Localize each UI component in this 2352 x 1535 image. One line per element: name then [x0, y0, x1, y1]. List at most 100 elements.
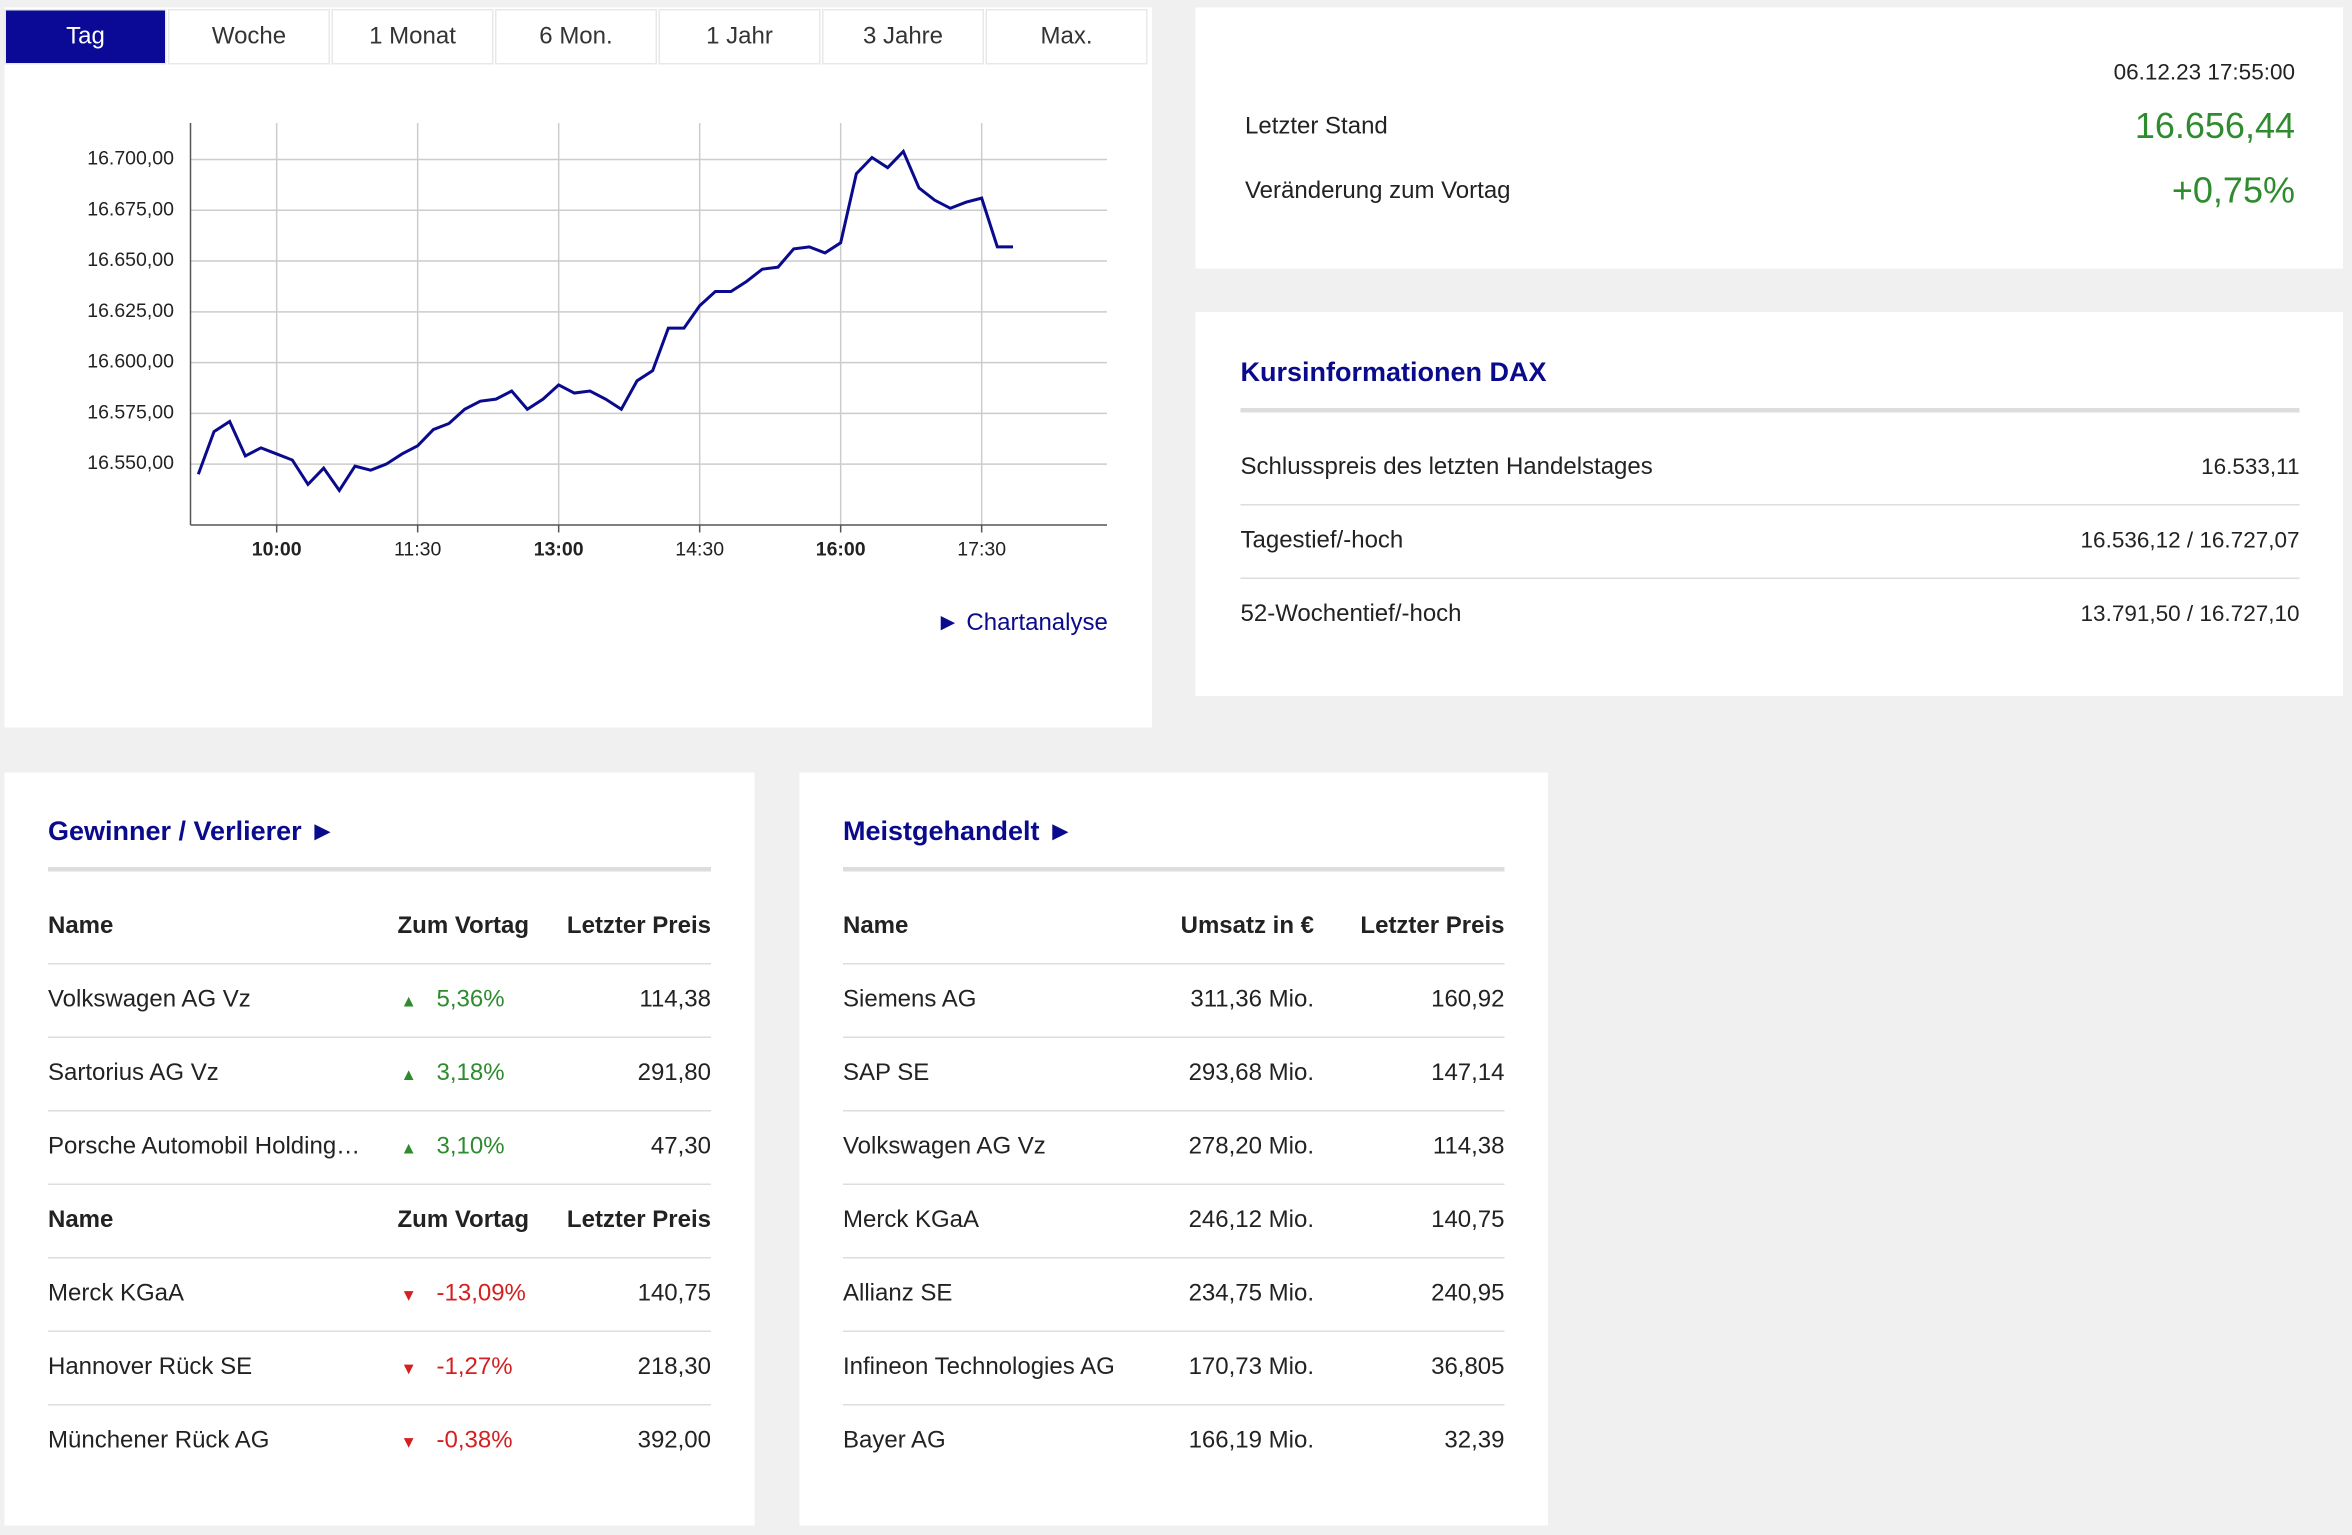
- column-header: Umsatz in €: [1143, 891, 1314, 965]
- change-cell: ▲ 3,10%: [397, 1110, 548, 1185]
- stock-name[interactable]: Allianz SE: [843, 1257, 1143, 1332]
- column-header: Letzter Preis: [547, 1184, 711, 1259]
- change-cell: ▼ -13,09%: [397, 1257, 548, 1332]
- quote-panel: 06.12.23 17:55:00 Letzter Stand 16.656,4…: [1195, 7, 2343, 269]
- arrow-up: ▲: [400, 1140, 417, 1158]
- row[interactable]: Münchener Rück AG ▼ -0,38% 392,00: [48, 1405, 711, 1478]
- row[interactable]: Volkswagen AG Vz ▲ 5,36% 114,38: [48, 963, 711, 1038]
- price: 291,80: [547, 1037, 711, 1112]
- stock-name[interactable]: Merck KGaA: [843, 1184, 1143, 1259]
- tab[interactable]: 3 Jahre: [823, 10, 983, 63]
- chart-link[interactable]: ► Chartanalyse: [936, 610, 1108, 637]
- info-title: Kursinformationen DAX: [1240, 357, 1547, 387]
- movers-title[interactable]: Gewinner / Verlierer ►: [48, 816, 336, 846]
- price: 218,30: [547, 1331, 711, 1406]
- stock-name[interactable]: Sartorius AG Vz: [48, 1037, 398, 1112]
- x-tick-label: 13:00: [534, 539, 584, 561]
- row[interactable]: Merck KGaA ▼ -13,09% 140,75: [48, 1257, 711, 1332]
- row[interactable]: SAP SE 293,68 Mio. 147,14: [843, 1037, 1505, 1112]
- info-label: 52-Wochentief/-hoch: [1240, 601, 1462, 628]
- turnover: 278,20 Mio.: [1143, 1110, 1314, 1185]
- column-header: Name: [843, 891, 1143, 965]
- arrow-down: ▼: [400, 1287, 417, 1305]
- stock-name[interactable]: Bayer AG: [843, 1428, 946, 1454]
- change: -0,38%: [436, 1428, 513, 1454]
- row[interactable]: Allianz SE 234,75 Mio. 240,95: [843, 1257, 1505, 1332]
- row[interactable]: Volkswagen AG Vz 278,20 Mio. 114,38: [843, 1110, 1505, 1185]
- turnover: 234,75 Mio.: [1143, 1257, 1314, 1332]
- row[interactable]: Porsche Automobil Holding… ▲ 3,10% 47,30: [48, 1110, 711, 1185]
- price: 392,00: [637, 1428, 711, 1454]
- arrow-up: ▲: [400, 1066, 417, 1085]
- column-header: Letzter Preis: [1314, 891, 1505, 965]
- stock-name[interactable]: Volkswagen AG Vz: [48, 963, 398, 1038]
- price: 160,92: [1314, 963, 1505, 1038]
- most-title[interactable]: Meistgehandelt ►: [843, 816, 1074, 846]
- column-header: Letzter Preis: [547, 891, 711, 965]
- chart-link-text[interactable]: Chartanalyse: [966, 610, 1108, 637]
- change-value: +0,75%: [2171, 171, 2295, 212]
- tab[interactable]: 1 Monat: [333, 10, 492, 63]
- stock-name[interactable]: Münchener Rück AG: [48, 1428, 270, 1454]
- y-tick-label: 16.625,00: [87, 300, 174, 322]
- column-header: Name: [48, 1184, 398, 1259]
- info-label: Schlusspreis des letzten Handelstages: [1240, 454, 1653, 481]
- info-row: 52-Wochentief/-hoch 13.791,50 / 16.727,10: [1241, 579, 2300, 651]
- y-tick-label: 16.700,00: [87, 148, 174, 170]
- x-tick-label: 16:00: [816, 539, 866, 561]
- row[interactable]: Bayer AG 166,19 Mio. 32,39: [843, 1405, 1505, 1478]
- tab[interactable]: Woche: [169, 10, 329, 63]
- change-cell: ▼ -1,27%: [397, 1331, 548, 1406]
- chart-panel: [4, 7, 1152, 728]
- row[interactable]: Infineon Technologies AG 170,73 Mio. 36,80…: [843, 1331, 1505, 1406]
- change: 3,18%: [436, 1060, 505, 1087]
- tab[interactable]: Max.: [987, 10, 1146, 63]
- price: 47,30: [547, 1110, 711, 1185]
- change: 3,10%: [436, 1134, 505, 1160]
- change: 5,36%: [436, 987, 505, 1013]
- info-value: 13.791,50 / 16.727,10: [2080, 601, 2300, 628]
- stock-name[interactable]: Infineon Technologies AG: [843, 1331, 1143, 1406]
- movers-title-text[interactable]: Gewinner / Verlierer: [48, 816, 302, 846]
- rule: [48, 867, 711, 872]
- arrow-down: ▼: [400, 1434, 417, 1452]
- stock-name[interactable]: Merck KGaA: [48, 1257, 398, 1332]
- stock-name[interactable]: SAP SE: [843, 1037, 1143, 1112]
- info-row: Schlusspreis des letzten Handelstages 16.…: [1240, 432, 2300, 506]
- row[interactable]: Hannover Rück SE ▼ -1,27% 218,30: [48, 1331, 711, 1406]
- tab[interactable]: 1 Jahr: [660, 10, 819, 63]
- price: 114,38: [547, 963, 711, 1038]
- rule: [843, 867, 1505, 872]
- price: 240,95: [1314, 1257, 1505, 1332]
- change: -13,09%: [436, 1281, 526, 1307]
- row[interactable]: Merck KGaA 246,12 Mio. 140,75: [843, 1184, 1505, 1259]
- timestamp: 06.12.23 17:55:00: [2113, 60, 2295, 86]
- stock-name[interactable]: Volkswagen AG Vz: [843, 1110, 1143, 1185]
- tab[interactable]: 6 Mon.: [496, 10, 656, 63]
- info-label: Tagestief/-hoch: [1240, 528, 1404, 554]
- x-tick-label: 14:30: [675, 539, 724, 561]
- most-panel: Meistgehandelt ► Name Umsatz in € Letzter …: [799, 772, 1548, 1526]
- x-tick-label: 17:30: [957, 539, 1006, 561]
- column-header: Zum Vortag: [397, 1184, 548, 1259]
- turnover: 246,12 Mio.: [1143, 1184, 1314, 1259]
- arrow-down: ▼: [400, 1360, 417, 1379]
- stock-name[interactable]: Siemens AG: [843, 963, 1143, 1038]
- most-title-text[interactable]: Meistgehandelt: [843, 816, 1040, 846]
- tab[interactable]: Tag: [6, 10, 165, 63]
- y-tick-label: 16.600,00: [87, 351, 174, 373]
- row[interactable]: Sartorius AG Vz ▲ 3,18% 291,80: [48, 1037, 711, 1112]
- turnover: 166,19 Mio.: [1188, 1428, 1314, 1454]
- row[interactable]: Siemens AG 311,36 Mio. 160,92: [843, 963, 1505, 1038]
- turnover: 311,36 Mio.: [1143, 963, 1314, 1038]
- chart: 16.550,00 16.575,00 16.600,00 16.625,00 16.6…: [87, 123, 1107, 561]
- stock-name[interactable]: Hannover Rück SE: [48, 1331, 398, 1406]
- change-cell: ▼ -0,38%: [398, 1405, 548, 1478]
- price: 32,39: [1444, 1428, 1505, 1454]
- stock-name[interactable]: Porsche Automobil Holding…: [48, 1110, 398, 1185]
- change-cell: ▲ 3,18%: [397, 1037, 548, 1112]
- y-tick-label: 16.675,00: [87, 198, 174, 220]
- y-tick-label: 16.575,00: [87, 401, 174, 423]
- x-tick-label: 10:00: [252, 539, 302, 561]
